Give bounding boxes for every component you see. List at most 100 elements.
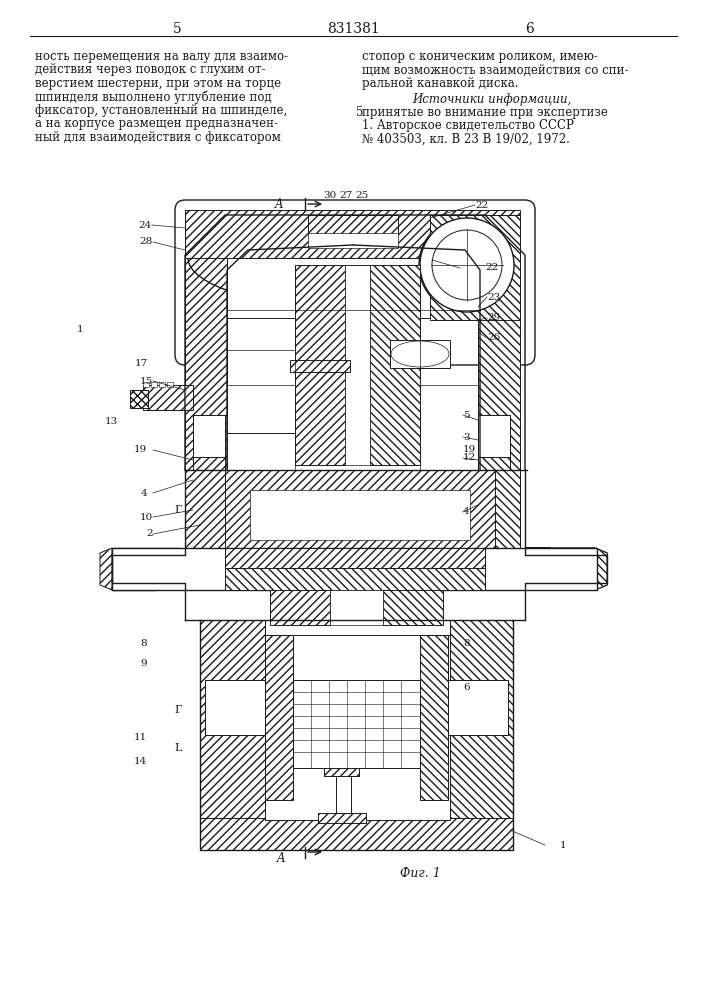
- Bar: [151, 382, 157, 387]
- Bar: [193, 457, 225, 470]
- Circle shape: [447, 245, 487, 285]
- Text: 1. Авторское свидетельство СССР: 1. Авторское свидетельство СССР: [362, 119, 574, 132]
- Text: Г: Г: [175, 705, 182, 715]
- Text: 8: 8: [463, 639, 469, 648]
- Text: 28: 28: [140, 237, 153, 246]
- Bar: [227, 258, 367, 433]
- Bar: [448, 620, 513, 820]
- Text: № 403503, кл. В 23 В 19/02, 1972.: № 403503, кл. В 23 В 19/02, 1972.: [362, 133, 570, 146]
- Bar: [143, 385, 193, 410]
- Text: а на корпусе размещен предназначен-: а на корпусе размещен предназначен-: [35, 117, 278, 130]
- Text: 29: 29: [487, 314, 501, 322]
- Text: ральной канавкой диска.: ральной канавкой диска.: [362, 77, 518, 90]
- Text: 1: 1: [560, 840, 566, 850]
- Bar: [308, 215, 398, 235]
- Text: фиксатор, установленный на шпинделе,: фиксатор, установленный на шпинделе,: [35, 104, 287, 117]
- Text: 831381: 831381: [327, 22, 380, 36]
- Bar: [185, 470, 227, 555]
- Bar: [390, 340, 450, 368]
- Bar: [265, 620, 450, 635]
- Text: 30: 30: [323, 192, 337, 200]
- Polygon shape: [365, 215, 525, 275]
- Text: 17: 17: [135, 359, 148, 367]
- Bar: [383, 590, 443, 625]
- Bar: [112, 548, 597, 590]
- Bar: [336, 768, 351, 816]
- Text: 10: 10: [140, 512, 153, 522]
- Bar: [324, 768, 359, 776]
- Bar: [345, 265, 370, 465]
- Bar: [225, 568, 485, 590]
- Circle shape: [419, 217, 515, 313]
- Bar: [478, 457, 510, 470]
- Text: верстием шестерни, при этом на торце: верстием шестерни, при этом на торце: [35, 77, 281, 90]
- Text: 4: 4: [463, 508, 469, 516]
- Bar: [318, 813, 366, 823]
- Circle shape: [420, 218, 514, 312]
- Text: 26: 26: [487, 334, 501, 342]
- Bar: [420, 635, 448, 800]
- Polygon shape: [112, 548, 180, 590]
- Text: 5: 5: [173, 22, 182, 36]
- Polygon shape: [525, 548, 607, 590]
- Text: A: A: [274, 198, 283, 211]
- Text: 6: 6: [525, 22, 534, 36]
- Bar: [448, 680, 508, 735]
- Bar: [193, 415, 225, 457]
- Bar: [159, 382, 165, 387]
- Text: ность перемещения на валу для взаимо-: ность перемещения на валу для взаимо-: [35, 50, 288, 63]
- Text: 27: 27: [339, 192, 353, 200]
- Text: 25: 25: [356, 192, 368, 200]
- Text: 9: 9: [141, 658, 147, 668]
- Polygon shape: [185, 215, 365, 265]
- Text: 22: 22: [485, 263, 498, 272]
- Bar: [265, 635, 293, 800]
- Bar: [265, 620, 450, 820]
- Bar: [205, 680, 265, 735]
- Text: 6: 6: [463, 684, 469, 692]
- Text: действия через поводок с глухим от-: действия через поводок с глухим от-: [35, 64, 266, 77]
- Text: 2: 2: [146, 530, 153, 538]
- Bar: [270, 590, 330, 625]
- Bar: [478, 415, 510, 457]
- Bar: [265, 620, 450, 635]
- Bar: [143, 382, 149, 387]
- Text: 8: 8: [141, 639, 147, 648]
- Text: 19: 19: [463, 446, 477, 454]
- Bar: [225, 548, 485, 568]
- FancyBboxPatch shape: [175, 200, 535, 365]
- Bar: [330, 590, 383, 625]
- Bar: [185, 215, 227, 470]
- Bar: [478, 215, 520, 470]
- Text: шпинделя выполнено углубление под: шпинделя выполнено углубление под: [35, 91, 271, 104]
- Bar: [193, 415, 225, 457]
- Text: принятые во внимание при экспертизе: принятые во внимание при экспертизе: [362, 106, 608, 119]
- Bar: [295, 265, 345, 465]
- Bar: [308, 233, 398, 248]
- Text: 24: 24: [139, 221, 152, 230]
- Text: щим возможность взаимодействия со спи-: щим возможность взаимодействия со спи-: [362, 64, 629, 77]
- Text: стопор с коническим роликом, имею-: стопор с коническим роликом, имею-: [362, 50, 598, 63]
- Text: 5: 5: [356, 106, 363, 119]
- Text: 12: 12: [463, 454, 477, 462]
- Bar: [478, 470, 520, 555]
- Bar: [130, 390, 148, 408]
- Text: 5: 5: [463, 410, 469, 420]
- Text: Фиг. 1: Фиг. 1: [399, 867, 440, 880]
- Text: 22: 22: [475, 200, 489, 210]
- Text: 15: 15: [140, 376, 153, 385]
- Text: 13: 13: [105, 416, 118, 426]
- Bar: [200, 818, 513, 850]
- Text: A: A: [276, 852, 285, 864]
- Text: Источники информации,: Источники информации,: [412, 93, 571, 105]
- Text: L: L: [175, 743, 182, 753]
- Text: 19: 19: [134, 446, 147, 454]
- Text: 3: 3: [463, 432, 469, 442]
- Bar: [205, 680, 265, 735]
- Text: 1: 1: [76, 326, 83, 334]
- Text: Г: Г: [175, 505, 182, 515]
- Text: ный для взаимодействия с фиксатором: ный для взаимодействия с фиксатором: [35, 131, 281, 144]
- Bar: [250, 490, 470, 540]
- Text: 23: 23: [487, 292, 501, 302]
- Text: 4: 4: [141, 488, 147, 497]
